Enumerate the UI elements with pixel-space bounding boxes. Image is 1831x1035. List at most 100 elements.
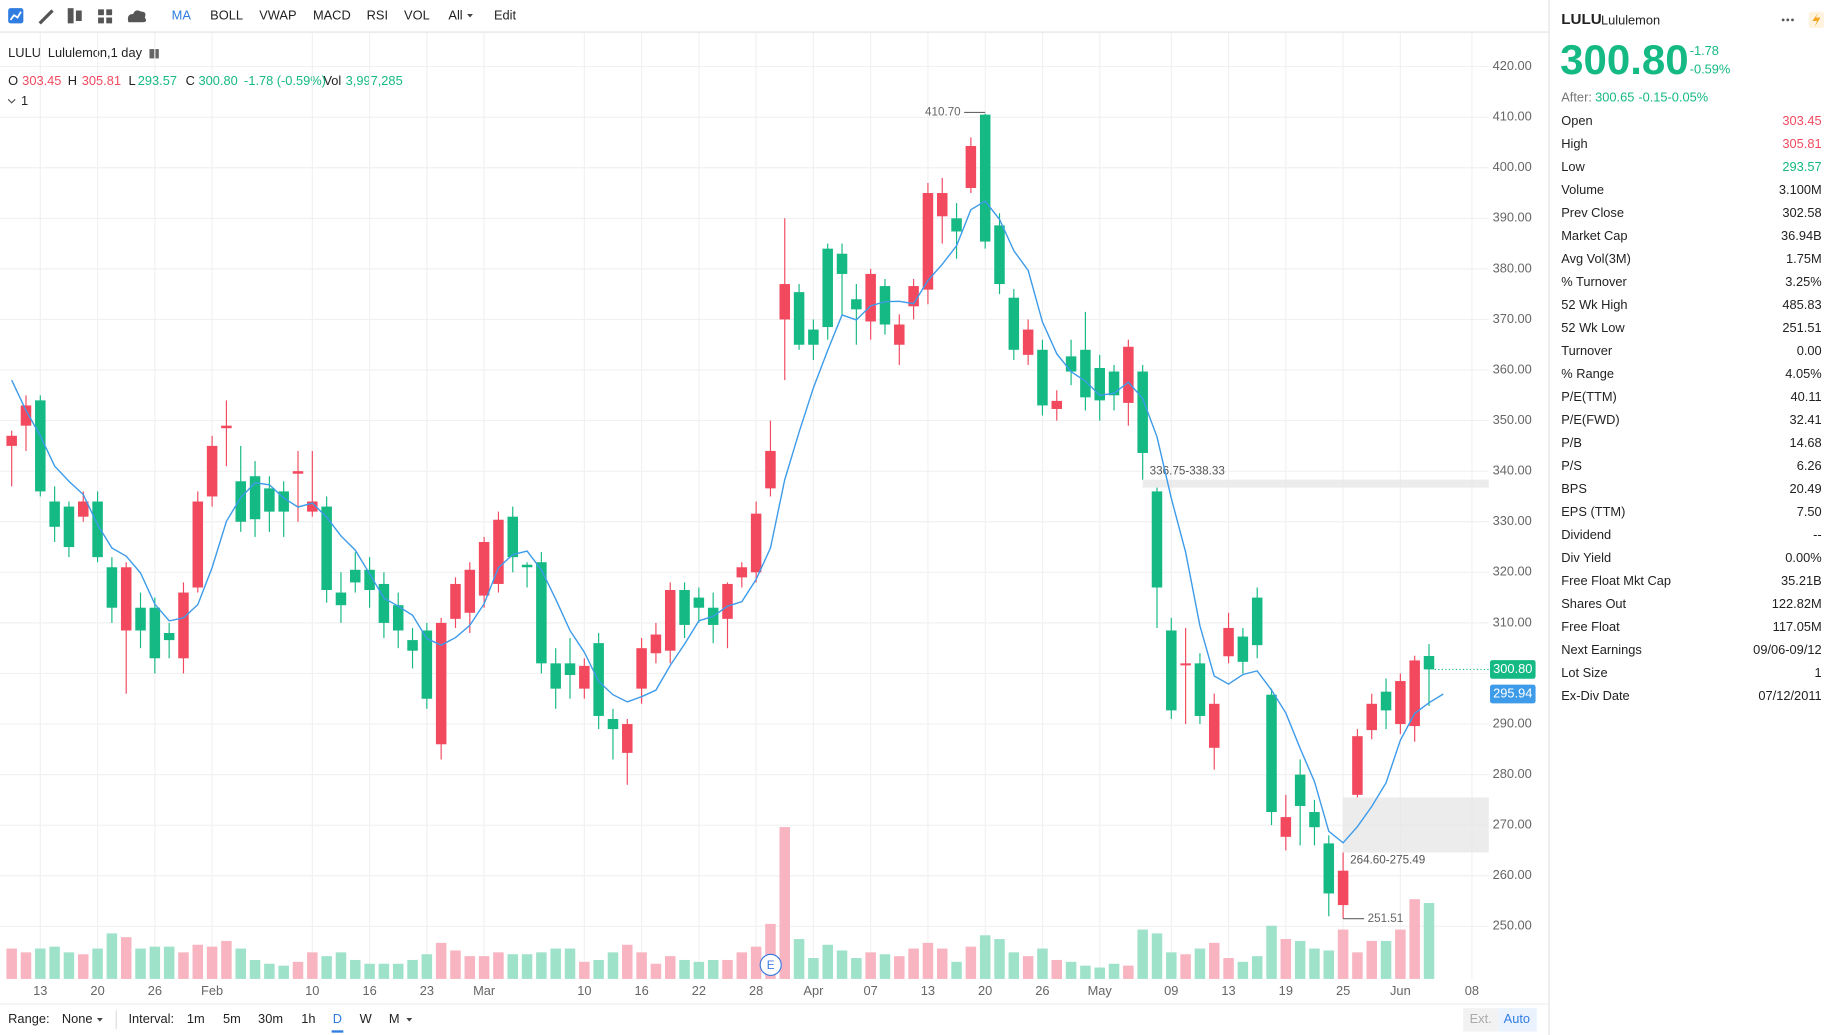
quote-symbol: LULU — [1561, 11, 1601, 28]
y-tick-label: 360.00 — [1493, 361, 1532, 376]
stat-label: Shares Out — [1561, 596, 1626, 611]
volume-bar — [607, 952, 619, 979]
volume-bar — [1366, 940, 1377, 979]
ohlc-key: L — [128, 73, 135, 88]
interval-option[interactable]: 30m — [258, 1011, 283, 1026]
symbol-name: Lululemon,1 day — [48, 45, 143, 60]
x-tick-label: 13 — [1221, 983, 1235, 998]
candle-body — [292, 471, 304, 474]
grid-icon[interactable] — [98, 9, 104, 16]
ext-button[interactable] — [1463, 1008, 1499, 1032]
after-change: -0.15 — [1638, 90, 1667, 105]
pen-icon[interactable] — [38, 9, 54, 25]
candle-body — [622, 724, 633, 753]
volume-label: Vol — [323, 73, 341, 88]
earnings-marker[interactable] — [759, 953, 782, 977]
more-icon[interactable] — [1781, 18, 1785, 22]
candle-body — [1037, 349, 1048, 406]
ohlc-value: 293.57 — [138, 73, 177, 88]
interval-option[interactable]: W — [360, 1011, 373, 1026]
stat-label: % Turnover — [1561, 274, 1627, 289]
volume-bar — [478, 956, 490, 979]
candle-body — [335, 592, 347, 606]
collapse-arrow[interactable] — [7, 98, 16, 104]
range-value[interactable]: None — [62, 1011, 93, 1026]
candle-body — [979, 114, 991, 242]
volume-bar — [1065, 961, 1077, 979]
y-tick-label: 280.00 — [1493, 766, 1532, 781]
stat-value: 32.41 — [1790, 412, 1822, 427]
x-tick-label: 07 — [864, 983, 878, 998]
candle-body — [6, 435, 17, 446]
volume-bar — [936, 948, 948, 979]
x-tick-label: 16 — [634, 983, 648, 998]
candle-body — [307, 501, 318, 512]
toolbar-item[interactable]: MACD — [313, 8, 351, 23]
candle-body — [392, 605, 404, 631]
x-tick-label: Feb — [201, 983, 223, 998]
candle-body — [1194, 663, 1206, 716]
volume-bar — [1223, 958, 1234, 979]
toolbar-item[interactable]: RSI — [367, 8, 388, 23]
x-tick-label: 20 — [90, 983, 104, 998]
volume-bar — [278, 965, 289, 979]
stat-value: 0.00 — [1797, 343, 1822, 358]
candle-body — [1323, 843, 1335, 894]
y-tick-label: 310.00 — [1493, 614, 1532, 629]
stat-label: Ex-Div Date — [1561, 688, 1629, 703]
toolbar-item[interactable]: BOLL — [210, 8, 243, 23]
dropdown-arrow — [406, 1018, 413, 1022]
volume-bar — [1309, 948, 1320, 979]
stat-value: 293.57 — [1782, 159, 1821, 174]
toolbar-item[interactable]: All — [448, 8, 462, 23]
x-tick-label: 28 — [749, 983, 763, 998]
y-tick-label: 400.00 — [1493, 159, 1532, 174]
after-price: 300.65 — [1595, 90, 1634, 105]
volume-bar — [235, 948, 246, 979]
auto-button[interactable] — [1498, 1008, 1537, 1032]
candle-body — [1166, 630, 1177, 711]
volume-bar — [307, 952, 318, 979]
volume-bar — [1280, 939, 1292, 979]
candle-body — [894, 324, 905, 345]
volume-bar — [1194, 948, 1206, 979]
candle-icon[interactable] — [67, 8, 74, 24]
toolbar-item[interactable]: VOL — [404, 8, 430, 23]
volume-bar — [1266, 925, 1277, 979]
stat-label: 52 Wk High — [1561, 297, 1627, 312]
volume-bar — [1208, 942, 1220, 979]
stat-value: 35.21B — [1781, 573, 1822, 588]
interval-option[interactable]: 5m — [223, 1011, 241, 1026]
stat-label: 52 Wk Low — [1561, 320, 1625, 335]
volume-bar — [1166, 952, 1177, 979]
stat-label: Next Earnings — [1561, 642, 1642, 657]
candle-body — [1337, 870, 1349, 906]
candle-body — [1352, 736, 1363, 795]
volume-bar — [707, 959, 719, 979]
volume-bar — [249, 959, 261, 979]
interval-option[interactable]: M — [389, 1011, 400, 1026]
toolbar-item[interactable]: VWAP — [259, 8, 296, 23]
interval-option[interactable]: 1h — [301, 1011, 315, 1026]
stat-value: 09/06-09/12 — [1753, 642, 1821, 657]
volume-bar — [693, 961, 705, 979]
interval-option[interactable]: 1m — [187, 1011, 205, 1026]
interval-option[interactable]: D — [333, 1011, 342, 1026]
candle-body — [192, 501, 204, 588]
candle-body — [235, 481, 246, 522]
volume-bar — [264, 963, 275, 979]
toolbar-item[interactable]: MA — [172, 8, 192, 23]
volume-bar — [1022, 956, 1034, 979]
info-icon[interactable] — [149, 49, 159, 59]
volume-bar — [521, 954, 533, 979]
volume-bar — [1294, 940, 1306, 979]
volume-bar — [450, 950, 461, 979]
candle-body — [994, 225, 1005, 285]
dropdown-arrow — [96, 1018, 103, 1022]
candle-body — [1137, 371, 1148, 453]
toolbar-item[interactable]: Edit — [494, 8, 517, 23]
candle-body — [49, 501, 60, 527]
stat-label: Free Float Mkt Cap — [1561, 573, 1671, 588]
volume-bar — [421, 954, 433, 979]
cloud-icon[interactable] — [127, 10, 147, 23]
